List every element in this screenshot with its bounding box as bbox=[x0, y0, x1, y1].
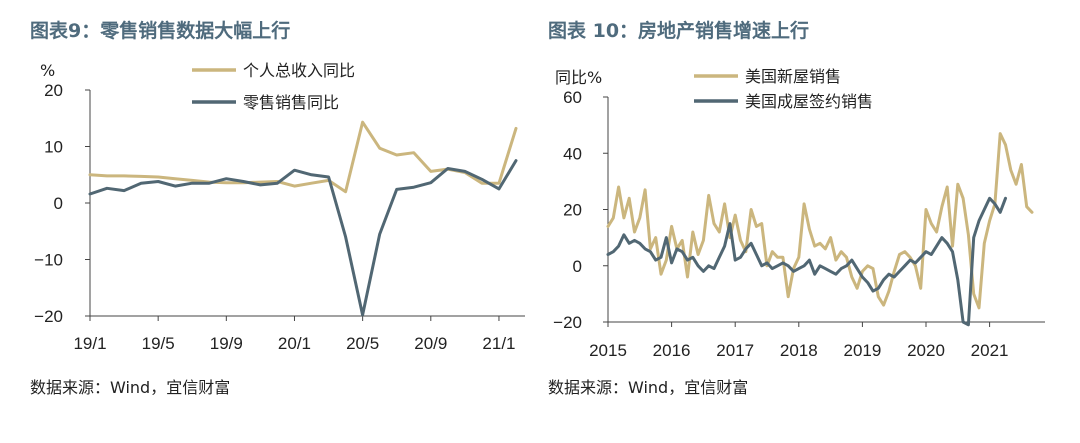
retail-x-tick-label: 20/9 bbox=[414, 334, 447, 353]
retail-series-line-1 bbox=[88, 159, 518, 317]
retail-legend-label-1: 零售销售同比 bbox=[243, 93, 339, 112]
housing-chart-title: 图表 10：房地产销售增速上行 bbox=[548, 19, 809, 42]
housing-legend-label-0: 美国新屋销售 bbox=[745, 67, 841, 86]
retail-x-tick-label: 19/5 bbox=[142, 334, 175, 353]
housing-x-tick-label: 2017 bbox=[716, 341, 754, 360]
housing-x-tick-label: 2018 bbox=[780, 341, 818, 360]
retail-x-tick-label: 21/1 bbox=[482, 334, 515, 353]
housing-chart: 图表 10：房地产销售增速上行 同比% 60 40 20 0 −20 2015 2016 2… bbox=[548, 19, 1045, 397]
housing-y-tick-label: 0 bbox=[573, 257, 582, 276]
housing-y-tick-label: 40 bbox=[563, 144, 582, 163]
housing-y-tick-label: −20 bbox=[553, 313, 582, 332]
housing-y-tick-label: 20 bbox=[563, 201, 582, 220]
housing-legend-label-1: 美国成屋签约销售 bbox=[745, 92, 873, 111]
housing-x-tick-label: 2015 bbox=[589, 341, 627, 360]
housing-y-tick-label: 60 bbox=[563, 88, 582, 107]
retail-y-tick-label: 0 bbox=[54, 194, 63, 213]
housing-series-line-0 bbox=[606, 132, 1034, 310]
retail-y-tick-label: 20 bbox=[44, 81, 63, 100]
retail-x-tick-label: 20/1 bbox=[278, 334, 311, 353]
retail-x-tick-label: 19/1 bbox=[73, 334, 106, 353]
retail-chart: 图表9：零售销售数据大幅上行 % 20 10 0 −10 −20 19/1 19/5 19/… bbox=[30, 19, 525, 397]
retail-y-unit: % bbox=[40, 61, 55, 80]
retail-source-note: 数据来源：Wind，宜信财富 bbox=[30, 378, 230, 397]
retail-y-tick-label: −10 bbox=[34, 251, 63, 270]
retail-y-tick-label: 10 bbox=[44, 138, 63, 157]
housing-series-line-1 bbox=[606, 196, 1007, 327]
housing-x-tick-label: 2019 bbox=[843, 341, 881, 360]
housing-source-note: 数据来源：Wind，宜信财富 bbox=[548, 378, 748, 397]
retail-x-tick-label: 20/5 bbox=[346, 334, 379, 353]
retail-chart-title: 图表9：零售销售数据大幅上行 bbox=[30, 19, 290, 42]
housing-y-unit: 同比% bbox=[555, 68, 602, 87]
retail-legend-label-0: 个人总收入同比 bbox=[243, 61, 355, 80]
housing-x-tick-label: 2016 bbox=[653, 341, 691, 360]
retail-y-tick-label: −20 bbox=[34, 307, 63, 326]
retail-x-tick-label: 19/9 bbox=[210, 334, 243, 353]
housing-x-tick-label: 2020 bbox=[907, 341, 945, 360]
housing-x-tick-label: 2021 bbox=[971, 341, 1009, 360]
